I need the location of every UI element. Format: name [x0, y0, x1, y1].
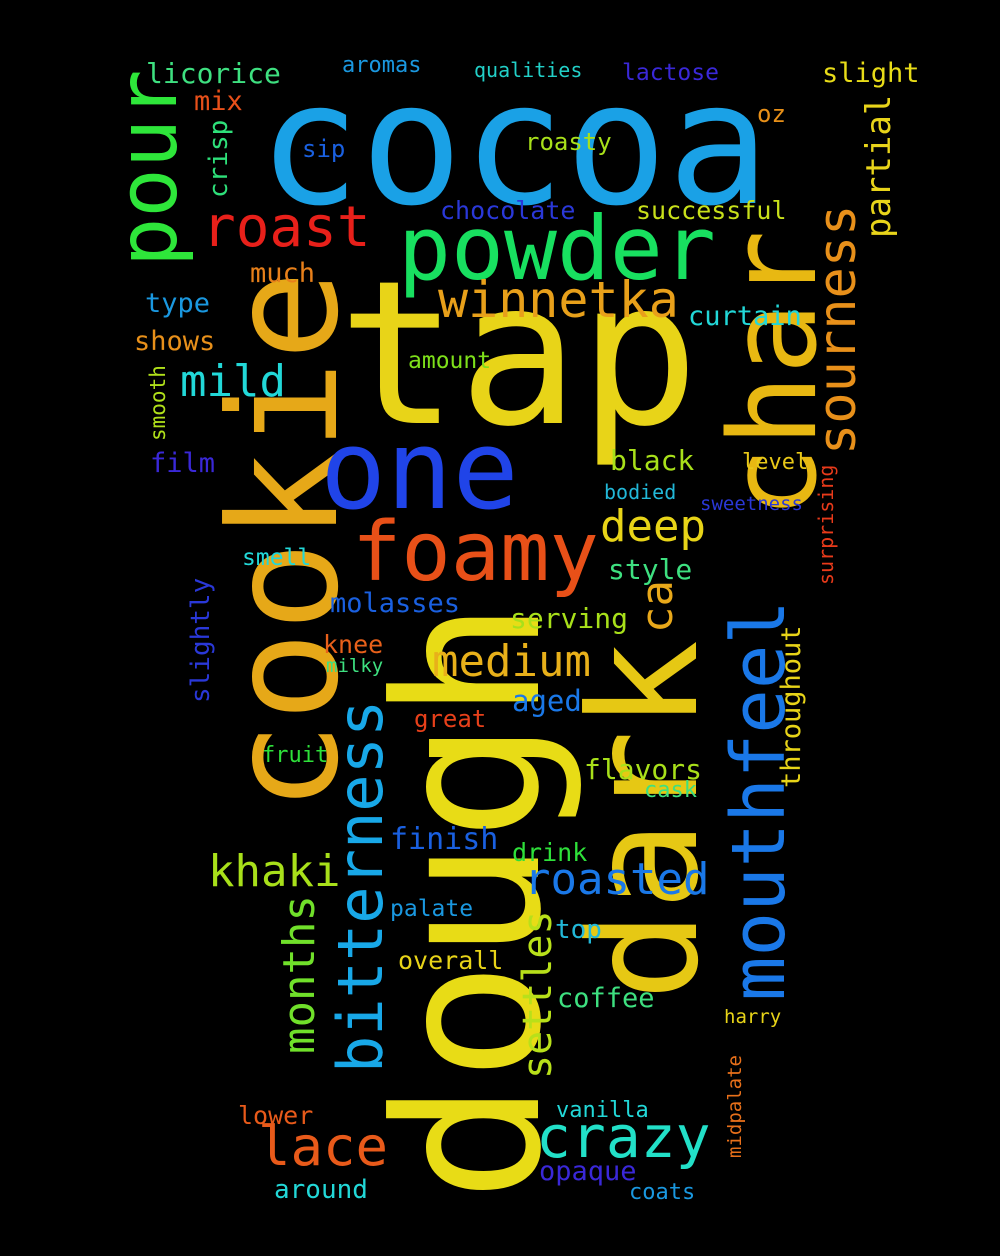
word-level: level: [742, 450, 809, 475]
word-dark: dark: [558, 639, 732, 1001]
word-style: style: [608, 553, 693, 586]
word-cask: cask: [644, 778, 697, 803]
word-bodied: bodied: [604, 480, 677, 504]
word-throughout: throughout: [776, 625, 807, 788]
word-medium: medium: [432, 636, 591, 687]
word-film: film: [150, 448, 216, 479]
word-coffee: coffee: [557, 983, 655, 1014]
word-crazy: crazy: [536, 1103, 711, 1171]
word-harry: harry: [724, 1006, 782, 1028]
word-smooth: smooth: [146, 365, 170, 441]
word-lace: lace: [258, 1115, 389, 1178]
word-tap: tap: [338, 238, 700, 471]
word-aged: aged: [512, 684, 582, 718]
word-curtain: curtain: [688, 301, 802, 332]
word-molasses: molasses: [330, 588, 461, 619]
word-lower: lower: [238, 1101, 314, 1130]
word-milky: milky: [326, 655, 384, 677]
word-settles: settles: [515, 910, 561, 1079]
word-khaki: khaki: [208, 846, 341, 897]
word-finish: finish: [390, 822, 499, 857]
word-around: around: [274, 1175, 368, 1205]
word-sweetness: sweetness: [700, 493, 803, 515]
word-shows: shows: [134, 326, 216, 357]
word-slightly: slightly: [186, 577, 216, 703]
word-opaque: opaque: [539, 1156, 637, 1187]
word-black: black: [610, 444, 695, 477]
word-drink: drink: [512, 838, 588, 867]
word-deep: deep: [600, 501, 706, 552]
word-sourness: sourness: [808, 204, 868, 455]
word-flavors: flavors: [584, 753, 703, 786]
word-successful: successful: [636, 196, 787, 225]
word-lactose: lactose: [622, 60, 719, 86]
word-sip: sip: [302, 135, 346, 163]
word-top: top: [555, 915, 602, 945]
word-palate: palate: [390, 896, 474, 922]
word-pour: pour: [101, 69, 196, 267]
word-coats: coats: [629, 1180, 696, 1205]
word-fruit: fruit: [262, 743, 329, 768]
word-foamy: foamy: [352, 505, 599, 600]
word-midpalate: midpalate: [724, 1055, 746, 1158]
word-aromas: aromas: [342, 53, 422, 78]
word-type: type: [145, 288, 211, 319]
word-much: much: [250, 258, 316, 289]
word-licorice: licorice: [146, 57, 281, 90]
word-roast: roast: [202, 195, 371, 260]
word-serving: serving: [510, 602, 629, 635]
word-overall: overall: [398, 946, 504, 975]
word-months: months: [274, 895, 325, 1054]
word-cocoa: cocoa: [258, 46, 770, 244]
word-roasted: roasted: [524, 854, 710, 905]
word-slight: slight: [822, 58, 920, 89]
word-oz: oz: [757, 100, 786, 128]
word-roasty: roasty: [525, 128, 612, 156]
word-partial: partial: [859, 94, 899, 238]
word-great: great: [414, 705, 487, 733]
word-smell: smell: [242, 545, 312, 571]
word-powder: powder: [398, 197, 716, 300]
word-knee: knee: [323, 630, 384, 659]
word-vanilla: vanilla: [556, 1098, 649, 1123]
word-mix: mix: [194, 86, 243, 117]
word-one: one: [320, 406, 519, 534]
word-surprising: surprising: [814, 464, 838, 585]
word-chocolate: chocolate: [440, 196, 576, 225]
word-winnetka: winnetka: [438, 271, 679, 329]
word-crisp: crisp: [204, 119, 234, 198]
word-mild: mild: [180, 356, 286, 407]
word-amount: amount: [408, 348, 492, 374]
word-ca: ca: [632, 580, 683, 633]
word-qualities: qualities: [474, 58, 583, 82]
